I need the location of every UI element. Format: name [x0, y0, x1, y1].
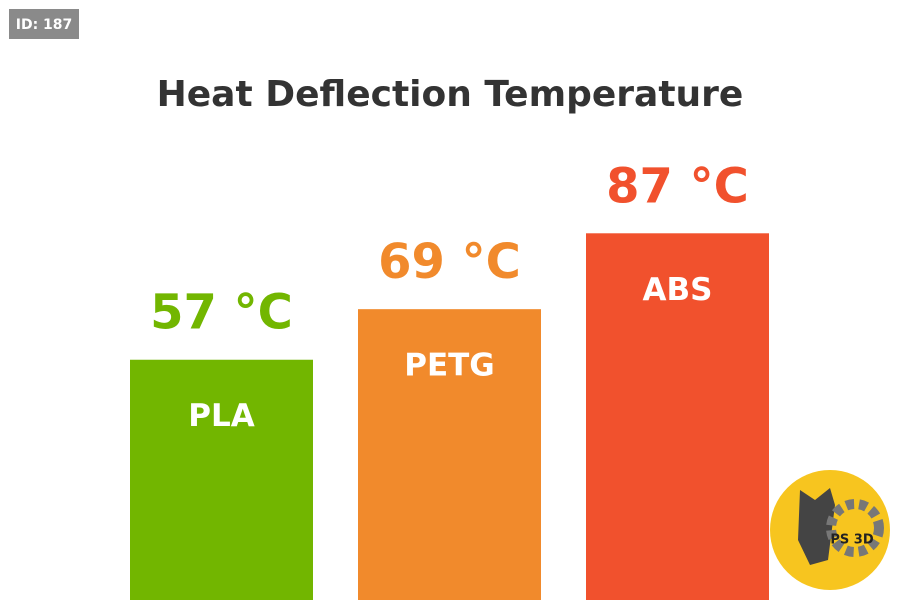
id-badge	[9, 9, 79, 39]
value-label: 57 °C	[150, 285, 293, 341]
id-badge-text: ID: 187	[16, 17, 73, 33]
value-label: 87 °C	[606, 158, 749, 214]
bar	[130, 359, 313, 600]
category-label: PETG	[404, 348, 495, 384]
logo-wolf	[798, 488, 835, 565]
logo: PS 3D	[770, 470, 890, 590]
chart-title: Heat Deflection Temperature	[157, 74, 744, 115]
logo-text: PS 3D	[830, 533, 873, 548]
value-label: 69 °C	[378, 234, 521, 290]
logo-gear	[826, 499, 884, 557]
category-label: ABS	[643, 272, 713, 308]
bar	[586, 233, 769, 600]
bar	[358, 309, 541, 600]
category-label: PLA	[188, 398, 254, 434]
